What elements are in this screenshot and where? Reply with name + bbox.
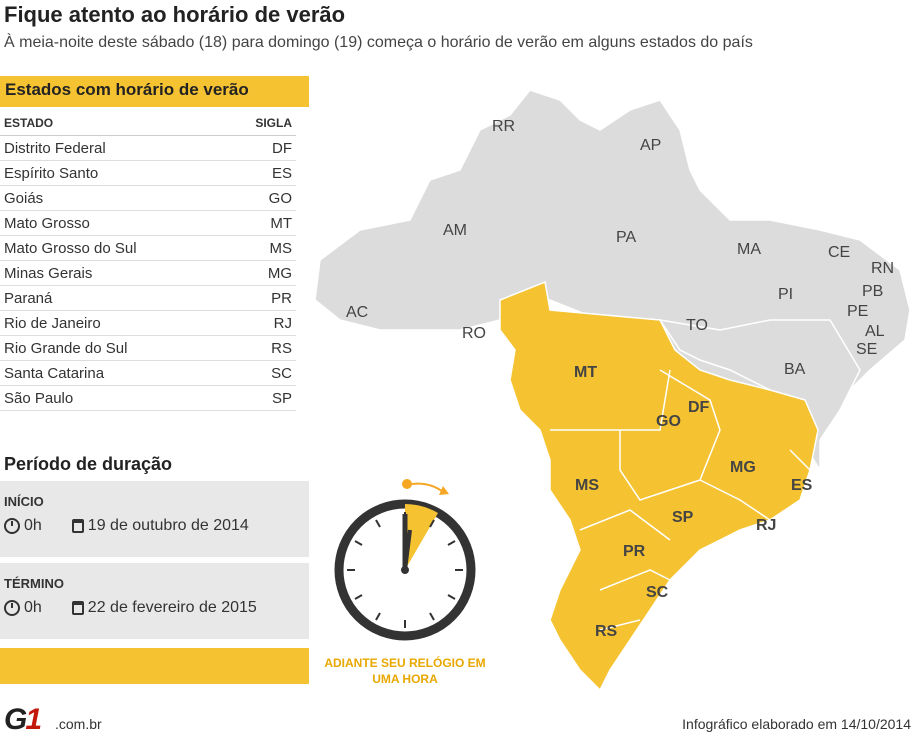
map-label-sc: SC [646, 584, 669, 601]
map-label-pi: PI [778, 286, 793, 303]
state-name: Mato Grosso [4, 214, 90, 232]
table-row: Mato Grosso do Sul MS [0, 236, 296, 261]
table-row: Goiás GO [0, 186, 296, 211]
state-name: Espírito Santo [4, 164, 99, 182]
map-label-pe: PE [847, 303, 868, 320]
map-label-to: TO [686, 317, 708, 334]
table-row: Rio de Janeiro RJ [0, 311, 296, 336]
state-code: DF [272, 139, 292, 157]
state-name: Santa Catarina [4, 364, 105, 382]
period-title: Período de duração [4, 454, 173, 474]
state-name: Rio de Janeiro [4, 314, 101, 332]
state-code: PR [271, 289, 292, 307]
map-label-pa: PA [616, 229, 636, 246]
map-label-ap: AP [640, 137, 661, 154]
map-label-am: AM [443, 222, 467, 239]
state-code: SP [271, 389, 292, 407]
map-label-ms: MS [575, 477, 599, 494]
states-table: ESTADO SIGLA Distrito Federal DF Espírito… [0, 113, 296, 411]
map-label-al: AL [865, 323, 885, 340]
state-name: São Paulo [4, 389, 74, 407]
calendar-icon [71, 519, 84, 533]
start-date: 19 de outubro de 2014 [87, 517, 249, 534]
state-code: MS [269, 239, 293, 257]
end-label: TÉRMINO [4, 576, 64, 591]
state-name: Distrito Federal [4, 139, 106, 157]
clock-icon [4, 600, 20, 616]
map-label-pr: PR [623, 543, 646, 560]
page-subtitle: À meia-noite deste sábado (18) para domi… [4, 34, 753, 51]
state-code: SC [271, 364, 292, 382]
map-label-se: SE [856, 341, 877, 358]
start-box: INÍCIO 0h 19 de outubro de 2014 [0, 481, 309, 557]
state-code: MT [270, 214, 292, 232]
states-table-title: Estados com horário de verão [5, 80, 249, 99]
map-label-go: GO [656, 413, 681, 430]
table-row: Distrito Federal DF [0, 136, 296, 161]
map-label-df: DF [688, 399, 710, 416]
end-box: TÉRMINO 0h 22 de fevereiro de 2015 [0, 563, 309, 639]
col-code-header: SIGLA [255, 116, 292, 130]
map-label-mt: MT [574, 364, 597, 381]
map-label-ba: BA [784, 361, 806, 378]
calendar-icon [71, 601, 84, 615]
col-state-header: ESTADO [4, 116, 54, 130]
table-row: Espírito Santo ES [0, 161, 296, 186]
state-code: RS [271, 339, 292, 357]
end-time: 0h [24, 599, 42, 616]
start-time: 0h [24, 517, 42, 534]
map-label-rs: RS [595, 623, 618, 640]
state-code: ES [271, 164, 292, 182]
table-row: Mato Grosso MT [0, 211, 296, 236]
footer-credit: Infográfico elaborado em 14/10/2014 [682, 716, 911, 732]
state-name: Minas Gerais [4, 264, 93, 282]
clock-caption: ADIANTE SEU RELÓGIO EM UMA HORA [324, 656, 486, 686]
table-row: Rio Grande do Sul RS [0, 336, 296, 361]
map-label-ma: MA [737, 241, 761, 258]
states-table-header: ESTADO SIGLA [0, 113, 296, 136]
state-name: Rio Grande do Sul [4, 339, 128, 357]
state-name: Paraná [4, 289, 53, 307]
map-label-rr: RR [492, 118, 515, 135]
bottom-yellow-bar [0, 648, 309, 684]
table-row: Minas Gerais MG [0, 261, 296, 286]
end-date: 22 de fevereiro de 2015 [87, 599, 257, 616]
map-label-ro: RO [462, 325, 486, 342]
clock-illustration [334, 479, 476, 641]
map-label-rj: RJ [756, 517, 776, 534]
table-row: Santa Catarina SC [0, 361, 296, 386]
map-label-pb: PB [862, 283, 883, 300]
clock-icon [4, 518, 20, 534]
map-label-es: ES [791, 477, 813, 494]
state-code: RJ [273, 314, 292, 332]
start-label: INÍCIO [4, 494, 44, 509]
map-label-rn: RN [871, 260, 894, 277]
g1-logo: G1 [4, 703, 42, 736]
state-name: Goiás [4, 189, 44, 207]
footer-domain: .com.br [55, 716, 102, 732]
table-row: São Paulo SP [0, 386, 296, 411]
brazil-map: RR AP AM PA MA CE RN PB PE AL SE PI AC R… [314, 89, 911, 692]
map-dst-region [499, 280, 819, 692]
map-label-ce: CE [828, 244, 850, 261]
state-code: MG [267, 264, 292, 282]
map-label-sp: SP [672, 509, 694, 526]
states-table-title-bar: Estados com horário de verão [0, 76, 309, 107]
page-title: Fique atento ao horário de verão [4, 2, 346, 27]
map-label-mg: MG [730, 459, 756, 476]
table-row: Paraná PR [0, 286, 296, 311]
map-label-ac: AC [346, 304, 368, 321]
state-name: Mato Grosso do Sul [4, 239, 137, 257]
state-code: GO [268, 189, 292, 207]
